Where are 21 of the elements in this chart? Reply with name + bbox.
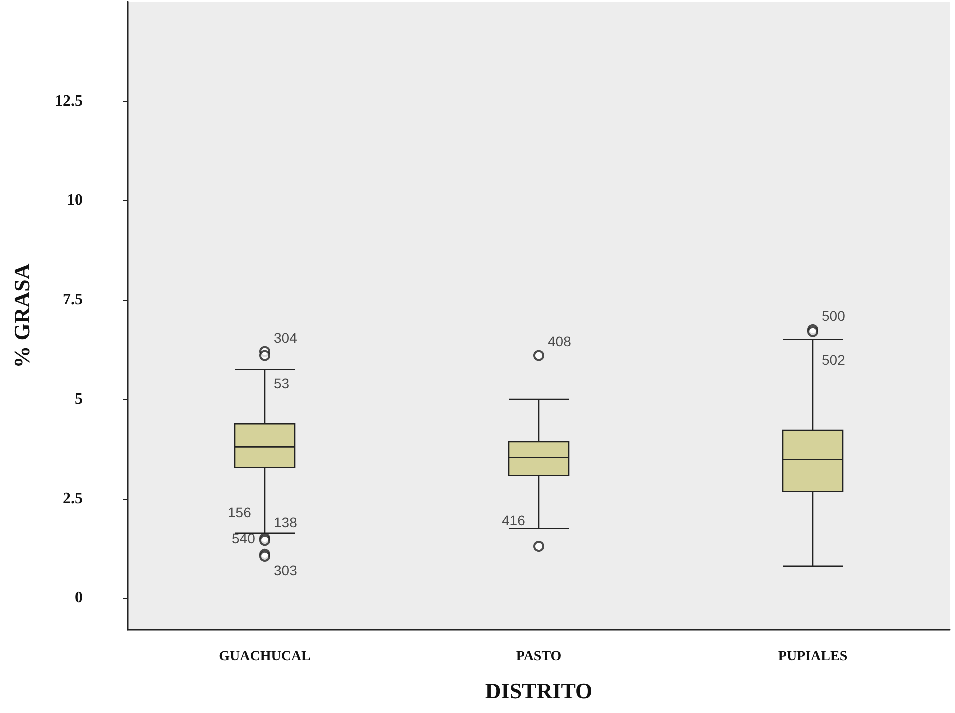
annotation: 502: [822, 352, 846, 368]
annotation: 303: [274, 562, 298, 578]
annotation: 540: [232, 530, 256, 546]
y-tick-label: 12.5: [55, 92, 83, 110]
x-tick-label: GUACHUCAL: [219, 650, 311, 664]
annotation: 138: [274, 514, 298, 531]
y-tick-label: 10: [67, 192, 83, 210]
annotation: 156: [228, 504, 252, 521]
y-tick-label: 7.5: [63, 292, 83, 309]
x-tick-label: PUPIALES: [778, 650, 848, 664]
annotation: 53: [274, 376, 290, 392]
y-tick-label: 2.5: [63, 490, 83, 508]
annotation: 500: [822, 308, 846, 324]
x-axis-title: DISTRITO: [485, 678, 593, 704]
x-tick-label: PASTO: [516, 650, 562, 664]
y-axis-title: % GRASA: [10, 264, 34, 368]
y-tick-label: 5: [75, 390, 83, 408]
annotation: 408: [548, 334, 572, 350]
y-tick-label: 0: [75, 590, 83, 607]
annotation: 416: [502, 512, 526, 529]
annotation: 304: [274, 330, 298, 346]
